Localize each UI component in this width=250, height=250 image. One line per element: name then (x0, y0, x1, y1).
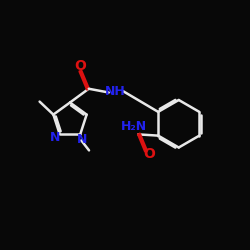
Text: N: N (77, 133, 88, 146)
Text: NH: NH (106, 85, 126, 98)
Text: N: N (50, 131, 60, 144)
Text: H₂N: H₂N (121, 120, 148, 133)
Text: O: O (144, 148, 156, 162)
Text: O: O (74, 59, 86, 73)
